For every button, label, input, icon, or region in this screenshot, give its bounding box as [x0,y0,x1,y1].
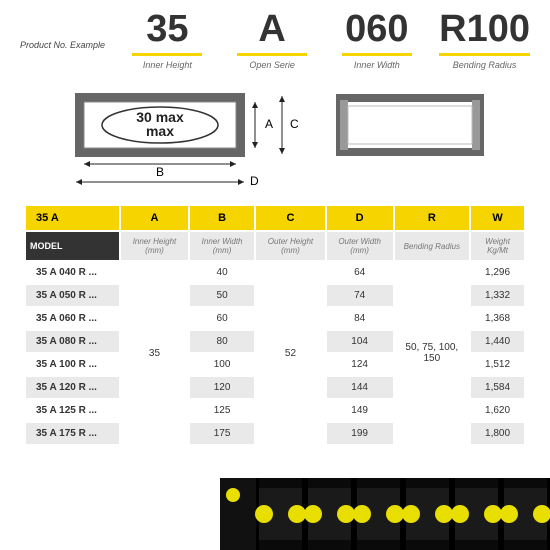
table-cell: 100 [189,353,255,376]
chain-endcap [220,478,256,550]
chain-link [452,478,501,550]
code-label: Bending Radius [439,60,530,70]
table-cell: 52 [255,261,326,445]
table-cell: 1,512 [470,353,525,376]
code-label: Inner Height [125,60,210,70]
dimension-diagrams: 30 max max A C B D [0,74,550,204]
table-cell: 1,584 [470,376,525,399]
dim-C: C [290,117,299,131]
dim-B: B [156,165,164,179]
table-cell: 1,620 [470,399,525,422]
chain-link [501,478,550,550]
code-value: 35 [132,8,202,56]
chain-link [305,478,354,550]
table-cell: 120 [189,376,255,399]
table-cell: 175 [189,422,255,445]
table-cell: 35 A 125 R ... [25,399,120,422]
sub-R: Bending Radius [394,231,471,261]
sub-W: Weight Kg/Mt [470,231,525,261]
sub-D: Outer Width (mm) [326,231,394,261]
code-label: Inner Width [334,60,419,70]
chain-link [354,478,403,550]
dim-A: A [265,117,273,131]
dim-D: D [250,174,259,186]
code-segment-0: 35 Inner Height [125,8,210,70]
sub-C: Outer Height (mm) [255,231,326,261]
table-cell: 1,800 [470,422,525,445]
code-segment-3: R100 Bending Radius [439,8,530,70]
table-cell: 149 [326,399,394,422]
table-cell: 35 A 060 R ... [25,307,120,330]
code-value: A [237,8,307,56]
sub-A: Inner Height (mm) [120,231,189,261]
table-cell: 74 [326,284,394,307]
table-cell: 1,368 [470,307,525,330]
svg-text:max: max [146,123,174,139]
product-code-header: Product No. Example 35 Inner Height A Op… [0,0,550,74]
col-R: R [394,205,471,231]
table-cell: 1,296 [470,261,525,284]
diagram-front: 30 max max A C B D [60,86,300,186]
table-cell: 84 [326,307,394,330]
chain-link [256,478,305,550]
table-cell: 1,440 [470,330,525,353]
col-C: C [255,205,326,231]
diagram-side [330,86,490,186]
table-cell: 144 [326,376,394,399]
table-title-cell: 35 A [25,205,120,231]
table-cell: 80 [189,330,255,353]
table-cell: 40 [189,261,255,284]
code-value: 060 [342,8,412,56]
code-value: R100 [439,8,530,56]
cable-chain-photo [220,478,550,550]
col-D: D [326,205,394,231]
col-A: A [120,205,189,231]
code-segment-2: 060 Inner Width [334,8,419,70]
model-header: MODEL [25,231,120,261]
col-B: B [189,205,255,231]
col-W: W [470,205,525,231]
chain-link [403,478,452,550]
sub-B: Inner Width (mm) [189,231,255,261]
spec-table: 35 A A B C D R W MODEL Inner Height (mm)… [24,204,526,446]
table-cell: 50 [189,284,255,307]
table-cell: 35 A 080 R ... [25,330,120,353]
table-cell: 35 A 050 R ... [25,284,120,307]
table-cell: 104 [326,330,394,353]
table-cell: 50, 75, 100, 150 [394,261,471,445]
table-body: 35 A 040 R ...3540526450, 75, 100, 1501,… [25,261,525,445]
table-cell: 125 [189,399,255,422]
table-cell: 64 [326,261,394,284]
table-cell: 35 A 100 R ... [25,353,120,376]
table-cell: 35 A 120 R ... [25,376,120,399]
table-cell: 35 A 175 R ... [25,422,120,445]
table-cell: 35 [120,261,189,445]
table-cell: 35 A 040 R ... [25,261,120,284]
header-lead-text: Product No. Example [20,40,105,70]
table-cell: 1,332 [470,284,525,307]
table-cell: 124 [326,353,394,376]
table-cell: 199 [326,422,394,445]
code-label: Open Serie [230,60,315,70]
code-segment-1: A Open Serie [230,8,315,70]
table-cell: 60 [189,307,255,330]
